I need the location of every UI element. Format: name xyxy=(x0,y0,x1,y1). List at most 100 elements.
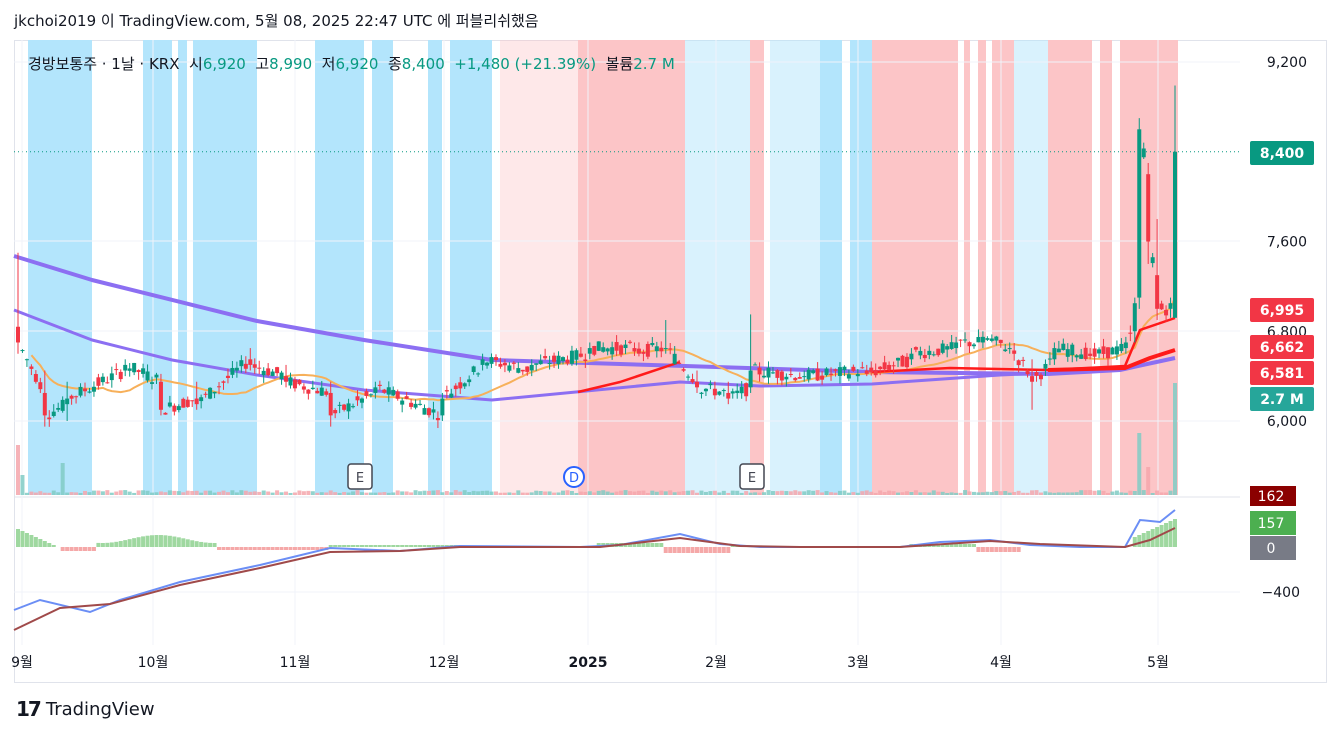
grid-lines xyxy=(14,40,1240,645)
candle-body xyxy=(708,383,713,386)
volume-bar xyxy=(632,491,637,495)
candle-body xyxy=(1164,309,1169,316)
candle-body xyxy=(820,375,825,380)
candle-body xyxy=(324,391,329,395)
histogram-bar xyxy=(118,541,123,547)
background-band xyxy=(1100,40,1112,495)
candle-body xyxy=(766,367,771,378)
volume-bar xyxy=(864,490,869,495)
candle-body xyxy=(346,403,351,412)
volume-bar xyxy=(1159,492,1164,495)
histogram-bar xyxy=(1003,547,1008,552)
volume-bar xyxy=(257,491,262,495)
candle-body xyxy=(610,347,615,355)
price-badge-label: 2.7 M xyxy=(1260,392,1304,408)
volume-bar xyxy=(940,491,945,495)
candle-body xyxy=(301,386,306,390)
candle-body xyxy=(355,396,360,401)
price-badge-label: 6,581 xyxy=(1260,366,1304,382)
candle-body xyxy=(270,371,275,376)
histogram-bar xyxy=(181,538,186,547)
volume-bar xyxy=(1012,491,1017,495)
candle-body xyxy=(315,390,320,394)
histogram-bar xyxy=(989,547,994,552)
time-tick-label: 3월 xyxy=(847,655,869,671)
volume-bar xyxy=(967,491,972,495)
volume-bar xyxy=(1074,492,1079,495)
volume-bar xyxy=(1030,490,1035,495)
histogram-bar xyxy=(123,540,128,547)
volume-bar xyxy=(703,491,708,495)
volume-bar xyxy=(190,491,195,495)
candle-body xyxy=(136,370,141,373)
volume-bar xyxy=(1132,491,1137,495)
candle-body xyxy=(846,374,851,379)
volume-bar xyxy=(677,491,682,495)
candle-body xyxy=(645,343,650,357)
candle-body xyxy=(203,393,208,395)
histogram-bar xyxy=(382,545,387,547)
candle-body xyxy=(560,357,565,361)
volume-bar xyxy=(1128,490,1133,495)
volume-bar xyxy=(212,492,217,495)
volume-bar xyxy=(409,492,414,495)
volume-bar xyxy=(846,492,851,495)
candle-body xyxy=(1128,332,1133,334)
volume-bar xyxy=(958,492,963,495)
volume-bar xyxy=(945,492,950,495)
open-value: 6,920 xyxy=(202,55,246,73)
symbol-name[interactable]: 경방보통주 · 1날 · KRX xyxy=(28,55,180,73)
candle-body xyxy=(632,348,637,352)
low-label: 저 xyxy=(321,55,336,73)
volume-bar xyxy=(270,492,275,495)
price-badge-label: 6,662 xyxy=(1260,340,1304,356)
candle-body xyxy=(703,388,708,392)
volume-bar xyxy=(766,490,771,495)
candle-body xyxy=(87,391,92,393)
candle-body xyxy=(467,379,472,383)
histogram-bar xyxy=(225,547,230,550)
candle-body xyxy=(1070,344,1075,356)
histogram-bar xyxy=(158,535,163,547)
volume-bar xyxy=(552,492,557,495)
volume-bar xyxy=(770,491,775,495)
candle-body xyxy=(217,386,222,388)
candle-body xyxy=(319,387,324,396)
volume-bar xyxy=(261,490,266,495)
volume-bar xyxy=(65,492,70,495)
volume-bar xyxy=(708,491,713,495)
histogram-bar xyxy=(435,545,440,547)
candle-body xyxy=(373,387,378,393)
candle-body xyxy=(748,370,753,388)
histogram-bar xyxy=(212,542,217,547)
volume-bar xyxy=(1173,383,1177,495)
candle-body xyxy=(83,388,88,392)
candle-body xyxy=(922,354,927,359)
volume-bar xyxy=(163,492,168,495)
histogram-bar xyxy=(431,545,436,547)
candle-body xyxy=(409,402,414,407)
volume-bar xyxy=(896,492,901,495)
candle-body xyxy=(855,374,860,377)
candle-body xyxy=(328,392,333,416)
price-badge xyxy=(1250,361,1314,385)
candle-body xyxy=(721,390,726,392)
volume-bar xyxy=(762,492,767,495)
candle-body xyxy=(208,387,213,399)
volume-bar xyxy=(386,492,391,495)
histogram-bar xyxy=(346,545,351,547)
candle-body xyxy=(614,342,619,351)
volume-bar xyxy=(1003,491,1008,495)
volume-bar xyxy=(47,492,52,495)
histogram-bar xyxy=(47,543,52,547)
tradingview-logo[interactable]: 17 TradingView xyxy=(16,697,155,721)
volume-bar xyxy=(788,491,793,495)
volume-bar xyxy=(578,491,583,495)
volume-bar xyxy=(891,491,896,495)
volume-bar xyxy=(194,490,199,495)
candle-body xyxy=(556,355,561,365)
volume-bar xyxy=(150,492,155,495)
volume-bar xyxy=(672,492,677,495)
candle-body xyxy=(337,404,342,406)
